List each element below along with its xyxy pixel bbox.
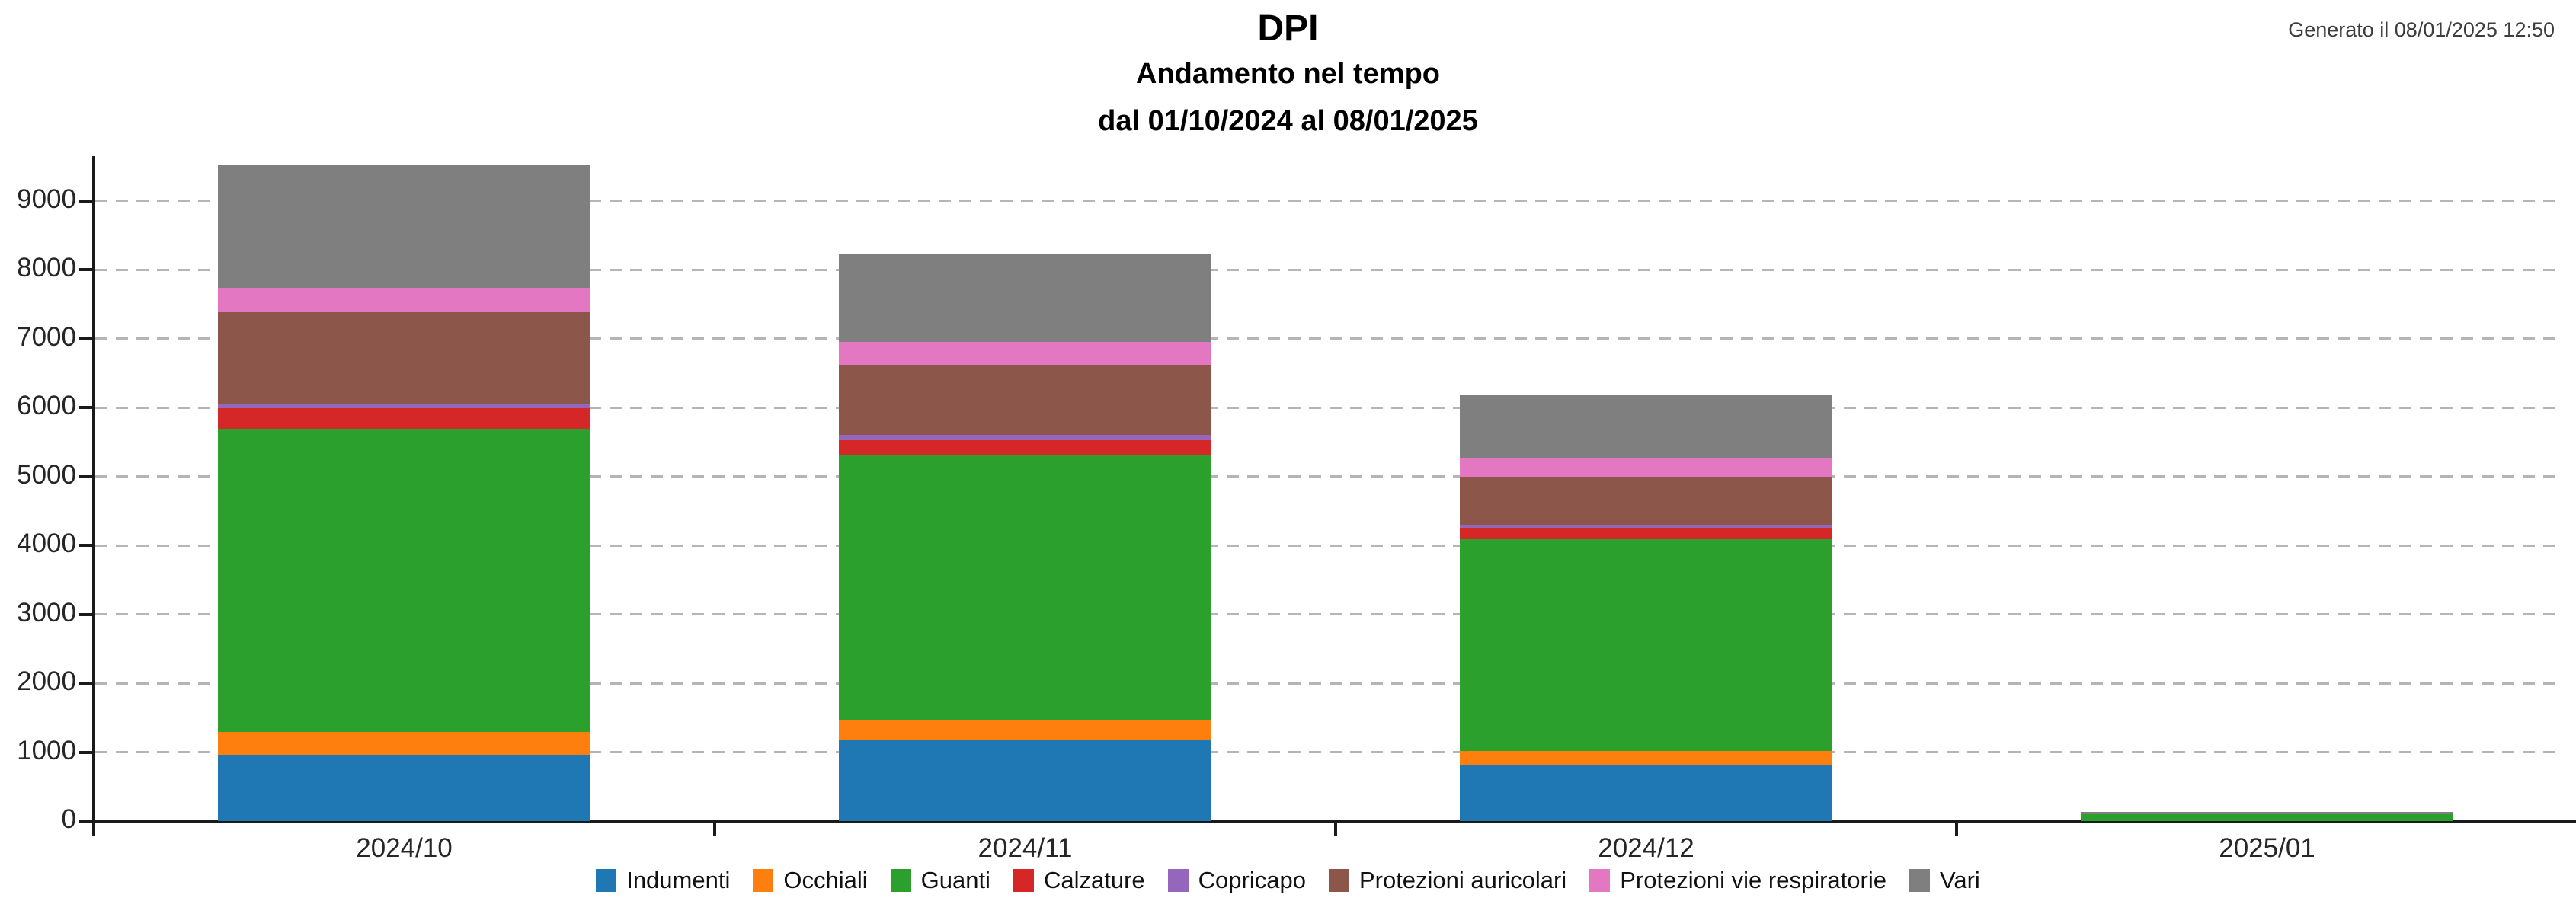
y-tick-label-4000: 4000 [17, 529, 76, 558]
gridline-4000 [95, 544, 2560, 547]
x-tick-1 [713, 823, 716, 836]
gridline-6000 [95, 406, 2560, 409]
y-tick-label-1000: 1000 [17, 735, 76, 765]
bar-segment-2024/10-Copricapo [218, 404, 590, 408]
bar-segment-2024/10-Guanti [218, 429, 590, 733]
bar-segment-2024/10-Vari [218, 164, 590, 288]
y-tick-8000 [79, 268, 92, 271]
bar-segment-2024/11-Protezioni auricolari [839, 364, 1211, 436]
y-tick-label-8000: 8000 [17, 253, 76, 283]
legend-swatch-icon [596, 869, 617, 892]
y-tick-label-2000: 2000 [17, 666, 76, 696]
gridline-1000 [95, 751, 2560, 753]
bar-segment-2024/10-Occhiali [218, 732, 590, 756]
legend-label: Indumenti [626, 867, 731, 893]
x-axis-spine [92, 820, 2576, 823]
bar-segment-2024/11-Copricapo [839, 435, 1211, 440]
chart-subtitle: Andamento nel tempo [1135, 58, 1441, 90]
x-tick-label-2025/01: 2025/01 [2219, 833, 2315, 863]
bar-segment-2024/11-Guanti [839, 454, 1211, 720]
bar-segment-2024/12-Protezioni auricolari [1460, 477, 1832, 525]
x-tick-label-2024/11: 2024/11 [978, 833, 1073, 863]
legend-swatch-icon [1167, 869, 1189, 892]
y-tick-9000 [79, 199, 92, 203]
gridline-2000 [95, 682, 2560, 685]
y-tick-2000 [79, 682, 92, 685]
y-tick-label-9000: 9000 [17, 184, 76, 214]
legend-label: Protezioni vie respiratorie [1620, 867, 1886, 893]
y-tick-0 [79, 820, 92, 823]
gridline-7000 [95, 337, 2560, 340]
x-tick-3 [1955, 823, 1958, 836]
legend-swatch-icon [1589, 869, 1611, 892]
x-tick-label-2024/10: 2024/10 [356, 833, 453, 863]
gridline-5000 [95, 475, 2560, 478]
legend-item-Guanti: Guanti [890, 867, 990, 894]
legend-label: Vari [1939, 867, 1980, 893]
legend-swatch-icon [890, 869, 911, 892]
y-tick-4000 [79, 544, 92, 547]
bar-segment-2024/11-Indumenti [839, 740, 1211, 821]
legend-swatch-icon [753, 869, 774, 892]
bar-segment-2024/11-Calzature [839, 439, 1211, 455]
y-tick-label-6000: 6000 [17, 391, 76, 420]
y-tick-3000 [79, 612, 92, 616]
x-tick-2 [1334, 823, 1337, 836]
bar-segment-2024/11-Occhiali [839, 719, 1211, 740]
legend-item-Calzature: Calzature [1013, 867, 1145, 894]
bar-segment-2024/12-Occhiali [1460, 750, 1832, 765]
legend-item-Occhiali: Occhiali [753, 867, 868, 894]
bar-segment-2024/12-Indumenti [1460, 764, 1832, 821]
legend-label: Guanti [920, 867, 990, 893]
legend-swatch-icon [1328, 869, 1349, 892]
legend-label: Calzature [1043, 867, 1145, 893]
gridline-8000 [95, 268, 2560, 271]
y-axis-spine [92, 156, 95, 823]
gridline-3000 [95, 613, 2560, 615]
legend-swatch-icon [1909, 869, 1930, 892]
bar-segment-2025/01-Guanti [2081, 813, 2453, 821]
chart-title: DPI [1257, 8, 1319, 49]
gridline-9000 [95, 200, 2560, 202]
bar-segment-2024/11-Vari [839, 254, 1211, 343]
bar-segment-2024/12-Calzature [1460, 528, 1832, 539]
y-tick-6000 [79, 406, 92, 409]
legend-label: Occhiali [783, 867, 868, 893]
y-tick-label-7000: 7000 [17, 321, 76, 352]
x-tick-label-2024/12: 2024/12 [1598, 833, 1694, 863]
legend-item-Vari: Vari [1909, 867, 1980, 894]
chart-date-range: dal 01/10/2024 al 08/01/2025 [1098, 105, 1478, 137]
y-tick-label-5000: 5000 [17, 459, 76, 490]
y-tick-5000 [79, 474, 92, 478]
bar-segment-2024/12-Vari [1460, 395, 1832, 458]
bar-segment-2024/10-Indumenti [218, 755, 590, 821]
bar-segment-2025/01-Vari [2081, 812, 2453, 814]
legend-label: Protezioni auricolari [1358, 867, 1567, 893]
y-tick-1000 [79, 750, 92, 754]
legend-item-Protezioni auricolari: Protezioni auricolari [1328, 867, 1567, 894]
bar-segment-2024/11-Protezioni vie respiratorie [839, 342, 1211, 365]
bar-segment-2024/12-Copricapo [1460, 524, 1832, 529]
legend-label: Copricapo [1198, 867, 1306, 893]
generated-timestamp: Generato il 08/01/2025 12:50 [2288, 18, 2555, 41]
bar-segment-2024/12-Protezioni vie respiratorie [1460, 458, 1832, 478]
legend-item-Protezioni vie respiratorie: Protezioni vie respiratorie [1589, 867, 1886, 894]
y-tick-7000 [79, 337, 92, 340]
legend-swatch-icon [1013, 869, 1034, 892]
bar-segment-2024/10-Protezioni vie respiratorie [218, 287, 590, 312]
bar-segment-2024/10-Protezioni auricolari [218, 312, 590, 404]
bar-segment-2024/12-Guanti [1460, 538, 1832, 751]
legend-item-Copricapo: Copricapo [1167, 867, 1306, 894]
bar-segment-2024/10-Calzature [218, 407, 590, 430]
y-tick-label-0: 0 [61, 804, 76, 834]
y-tick-label-3000: 3000 [17, 597, 76, 628]
x-tick-0 [92, 823, 95, 836]
chart-legend: Indumenti Occhiali Guanti Calzature Copricap… [0, 867, 2576, 894]
legend-item-Indumenti: Indumenti [596, 867, 730, 894]
